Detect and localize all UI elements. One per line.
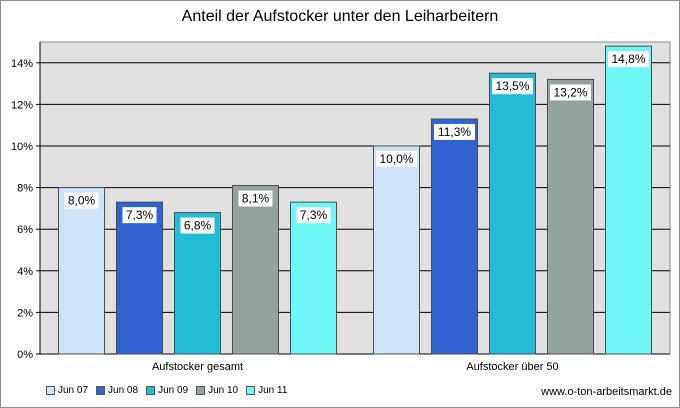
data-label-box-2-0	[180, 217, 215, 234]
legend-item-jun-08: Jun 08	[96, 385, 138, 396]
data-label-box-2-1	[492, 78, 533, 95]
source-credit: www.o-ton-arbeitsmarkt.de	[541, 386, 672, 398]
legend-label-jun-08: Jun 08	[108, 385, 139, 396]
bar-jun-07-0	[58, 187, 105, 355]
bar-jun-09-0	[174, 212, 221, 355]
legend-swatch-jun-07	[46, 386, 55, 395]
data-label-4-0: 7,3%	[300, 208, 328, 222]
bar-jun-10-0	[232, 185, 279, 355]
y-tick-label-3: 6%	[17, 224, 33, 236]
legend-label-jun-10: Jun 10	[208, 385, 239, 396]
legend-swatch-jun-11	[246, 386, 256, 395]
bar-jun-08-1	[431, 118, 478, 355]
data-label-box-1-0	[122, 207, 157, 224]
bar-jun-08-0	[116, 201, 163, 355]
data-label-1-0: 7,3%	[126, 208, 154, 222]
bar-jun-11-1	[605, 45, 652, 355]
data-label-0-0: 8,0%	[68, 194, 96, 208]
y-tick-label-1: 2%	[17, 307, 33, 319]
y-tick-label-7: 14%	[11, 58, 33, 70]
legend-item-jun-10: Jun 10	[196, 385, 238, 396]
legend-item-jun-11: Jun 11	[246, 385, 287, 396]
y-tick-label-6: 12%	[11, 99, 33, 111]
legend-swatch-jun-10	[196, 386, 206, 395]
data-label-2-1: 13,5%	[495, 79, 529, 93]
x-category-label-1: Aufstocker über 50	[466, 361, 558, 373]
data-label-box-0-0	[64, 192, 99, 209]
data-label-0-1: 10,0%	[379, 152, 413, 166]
data-label-box-0-1	[376, 151, 417, 167]
data-label-3-0: 8,1%	[242, 192, 270, 206]
data-label-4-1: 14,8%	[611, 52, 645, 66]
data-label-3-1: 13,2%	[553, 85, 587, 99]
legend-swatch-jun-09	[146, 386, 156, 395]
y-tick-label-0: 0%	[17, 349, 33, 361]
legend-label-jun-11: Jun 11	[258, 385, 288, 396]
data-label-box-4-1	[608, 51, 649, 68]
y-tick-label-2: 4%	[17, 266, 33, 278]
data-label-box-3-0	[238, 190, 273, 207]
legend-swatch-jun-08	[96, 386, 106, 395]
data-label-box-4-0	[296, 207, 331, 224]
bar-jun-07-1	[373, 145, 420, 355]
chart-title: Anteil der Aufstocker unter den Leiharbe…	[181, 8, 499, 25]
legend: Jun 07 Jun 08 Jun 09 Jun 10 Jun 11	[46, 385, 295, 396]
legend-item-jun-07: Jun 07	[46, 385, 88, 396]
bar-jun-10-1	[547, 78, 594, 355]
y-tick-label-5: 10%	[11, 141, 33, 153]
x-category-label-0: Aufstocker gesamt	[152, 361, 243, 373]
legend-label-jun-07: Jun 07	[58, 385, 89, 396]
y-tick-label-4: 8%	[17, 183, 33, 195]
data-label-box-1-1	[434, 123, 475, 140]
data-label-1-1: 11,3%	[438, 125, 471, 139]
bar-jun-11-0	[290, 201, 337, 355]
bar-jun-09-1	[489, 72, 536, 355]
data-label-2-0: 6,8%	[184, 219, 212, 233]
legend-item-jun-09: Jun 09	[146, 385, 188, 396]
data-label-box-3-1	[550, 84, 591, 101]
legend-label-jun-09: Jun 09	[158, 385, 189, 396]
